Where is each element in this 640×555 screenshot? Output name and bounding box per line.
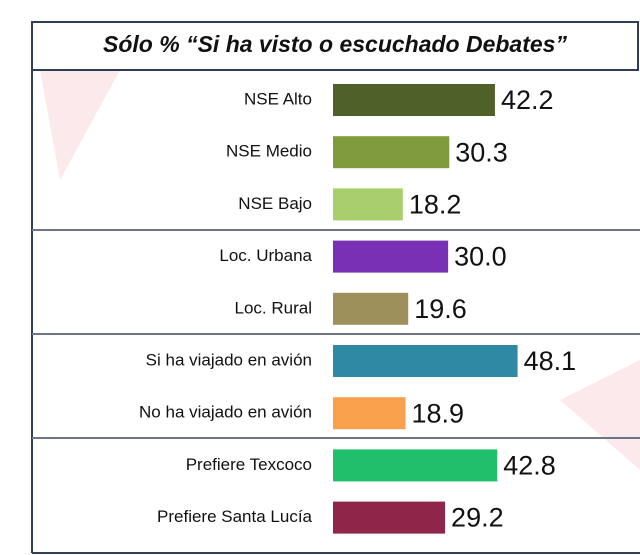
chart-title: Sólo % “Si ha visto o escuchado Debates” [103, 31, 567, 57]
category-label: NSE Alto [244, 89, 312, 108]
category-label: Loc. Rural [235, 298, 312, 317]
bar [333, 84, 495, 116]
value-label: 30.3 [455, 137, 508, 167]
category-label: Si ha viajado en avión [146, 350, 312, 369]
value-label: 42.8 [503, 451, 556, 481]
category-label: NSE Bajo [238, 194, 312, 213]
bar [333, 136, 450, 169]
category-label: Prefiere Texcoco [186, 455, 312, 474]
category-label: Loc. Urbana [219, 246, 312, 265]
value-label: 29.2 [451, 503, 504, 533]
bar [333, 240, 449, 273]
bg-shape [560, 360, 640, 470]
bg-shape [40, 70, 120, 180]
value-label: 18.9 [412, 398, 465, 428]
category-label: Prefiere Santa Lucía [157, 507, 313, 526]
bar [333, 397, 406, 430]
bar [333, 449, 498, 482]
bar [333, 345, 518, 377]
value-label: 42.2 [501, 85, 554, 115]
category-label: NSE Medio [226, 142, 312, 161]
category-label: No ha viajado en avión [139, 403, 312, 422]
bar [333, 188, 403, 221]
value-label: 30.0 [454, 242, 507, 272]
bar [333, 501, 446, 534]
bar [333, 292, 409, 325]
value-label: 19.6 [414, 294, 467, 324]
value-label: 18.2 [409, 190, 462, 220]
value-label: 48.1 [524, 346, 577, 376]
